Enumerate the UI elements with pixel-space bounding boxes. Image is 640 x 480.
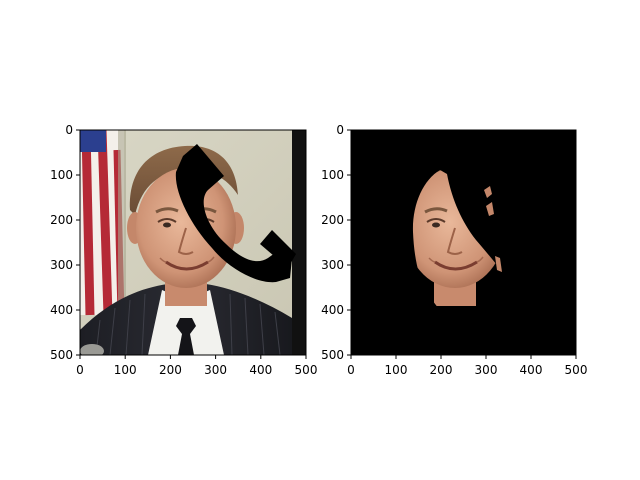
left-y-axis: 0 100 200 300 400 500 [50, 123, 80, 362]
y-tick-label: 0 [336, 123, 344, 137]
y-tick-label: 200 [50, 213, 73, 227]
y-tick-label: 400 [50, 303, 73, 317]
x-tick-label: 100 [114, 363, 137, 377]
left-axes-frame [79, 129, 307, 356]
right-image [351, 130, 576, 355]
x-tick-label: 200 [159, 363, 182, 377]
left-image [80, 130, 306, 355]
y-tick-label: 100 [50, 168, 73, 182]
x-tick-label: 300 [204, 363, 227, 377]
x-tick-label: 200 [430, 363, 453, 377]
phone-receiver-icon [175, 144, 296, 283]
x-tick-label: 100 [385, 363, 408, 377]
right-x-axis: 0 100 200 300 400 500 [347, 355, 587, 377]
right-y-axis: 0 100 200 300 400 500 [321, 123, 351, 362]
left-panel: 0 100 200 300 400 500 0 100 200 300 400 500 [50, 123, 317, 377]
y-tick-label: 500 [321, 348, 344, 362]
flag [80, 130, 126, 320]
x-tick-label: 300 [475, 363, 498, 377]
x-tick-label: 0 [347, 363, 355, 377]
y-tick-label: 100 [321, 168, 344, 182]
x-tick-label: 400 [249, 363, 272, 377]
y-tick-label: 300 [321, 258, 344, 272]
y-tick-label: 0 [65, 123, 73, 137]
x-tick-label: 0 [76, 363, 84, 377]
right-panel: 0 100 200 300 400 500 0 100 200 300 400 500 [321, 123, 587, 377]
y-tick-label: 400 [321, 303, 344, 317]
y-tick-label: 500 [50, 348, 73, 362]
y-tick-label: 300 [50, 258, 73, 272]
right-axes-frame [350, 129, 577, 356]
x-tick-label: 500 [565, 363, 588, 377]
x-tick-label: 500 [295, 363, 318, 377]
y-tick-label: 200 [321, 213, 344, 227]
x-tick-label: 400 [520, 363, 543, 377]
left-x-axis: 0 100 200 300 400 500 [76, 355, 317, 377]
